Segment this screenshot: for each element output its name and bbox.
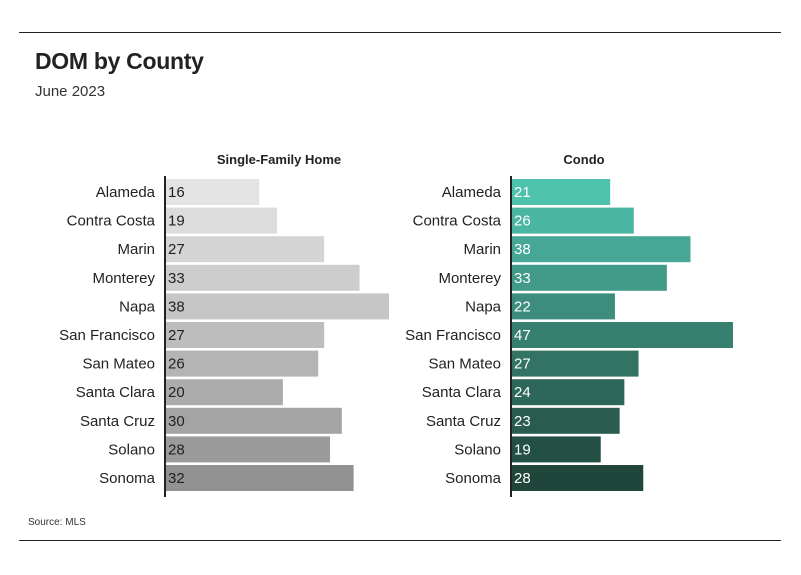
category-label-sfh-sonoma: Sonoma [99,470,156,487]
category-label-sfh-marin: Marin [117,241,155,258]
value-label-condo-san-mateo: 27 [514,356,531,373]
category-label-condo-santa-clara: Santa Clara [422,384,502,401]
category-label-sfh-san-mateo: San Mateo [82,356,155,373]
bar-condo-napa [511,293,615,320]
category-label-sfh-contra-costa: Contra Costa [67,213,156,230]
bar-condo-san-mateo [511,350,639,377]
bar-sfh-santa-cruz [165,407,342,434]
category-label-condo-napa: Napa [465,298,502,315]
bar-sfh-alameda [165,179,260,205]
category-label-sfh-san-francisco: San Francisco [59,327,155,344]
category-label-sfh-alameda: Alameda [96,184,156,201]
bar-sfh-san-francisco [165,322,325,348]
bar-condo-contra-costa [511,207,634,234]
value-label-condo-sonoma: 28 [514,470,531,487]
value-label-sfh-alameda: 16 [168,184,185,201]
category-label-condo-san-francisco: San Francisco [405,327,501,344]
value-label-condo-napa: 22 [514,298,531,315]
bar-condo-alameda [511,179,611,205]
value-label-condo-san-francisco: 47 [514,327,531,344]
category-label-condo-santa-cruz: Santa Cruz [426,413,501,430]
category-label-sfh-solano: Solano [108,441,155,458]
value-label-sfh-solano: 28 [168,441,185,458]
bar-sfh-napa [165,293,389,320]
value-label-sfh-san-francisco: 27 [168,327,185,344]
bar-condo-marin [511,236,691,263]
value-label-sfh-santa-clara: 20 [168,384,185,401]
value-label-condo-santa-clara: 24 [514,384,531,401]
value-label-sfh-monterey: 33 [168,270,185,287]
value-label-sfh-marin: 27 [168,241,185,258]
category-label-sfh-napa: Napa [119,298,156,315]
category-label-condo-solano: Solano [454,441,501,458]
panel-title-sfh: Single-Family Home [217,152,341,167]
bar-sfh-sonoma [165,465,354,491]
top-rule [19,32,781,33]
bar-condo-san-francisco [511,322,733,348]
value-label-sfh-san-mateo: 26 [168,356,185,373]
chart-subtitle: June 2023 [35,83,106,100]
chart-title: DOM by County [35,48,204,74]
category-label-condo-monterey: Monterey [438,270,501,287]
bar-sfh-monterey [165,264,360,291]
category-label-condo-marin: Marin [463,241,501,258]
category-label-sfh-monterey: Monterey [92,270,155,287]
bar-condo-sonoma [511,465,644,491]
bar-sfh-marin [165,236,325,263]
bar-condo-santa-clara [511,379,625,406]
bar-condo-santa-cruz [511,407,620,434]
category-label-condo-sonoma: Sonoma [445,470,502,487]
value-label-condo-contra-costa: 26 [514,213,531,230]
value-label-condo-solano: 19 [514,441,531,458]
category-label-sfh-santa-clara: Santa Clara [76,384,156,401]
source-note: Source: MLS [28,517,86,528]
category-label-condo-alameda: Alameda [442,184,502,201]
value-label-sfh-contra-costa: 19 [168,213,185,230]
bar-sfh-santa-clara [165,379,283,406]
value-label-sfh-sonoma: 32 [168,470,185,487]
value-label-sfh-napa: 38 [168,298,185,315]
bar-condo-monterey [511,264,667,291]
category-label-sfh-santa-cruz: Santa Cruz [80,413,155,430]
bar-sfh-san-mateo [165,350,319,377]
value-label-condo-monterey: 33 [514,270,531,287]
bar-sfh-contra-costa [165,207,277,234]
bar-condo-solano [511,436,601,463]
panel-title-condo: Condo [563,152,604,167]
category-label-condo-contra-costa: Contra Costa [413,213,502,230]
value-label-condo-alameda: 21 [514,184,531,201]
value-label-sfh-santa-cruz: 30 [168,413,185,430]
bar-sfh-solano [165,436,331,463]
value-label-condo-marin: 38 [514,241,531,258]
category-label-condo-san-mateo: San Mateo [428,356,501,373]
bottom-rule [19,540,781,541]
value-label-condo-santa-cruz: 23 [514,413,531,430]
